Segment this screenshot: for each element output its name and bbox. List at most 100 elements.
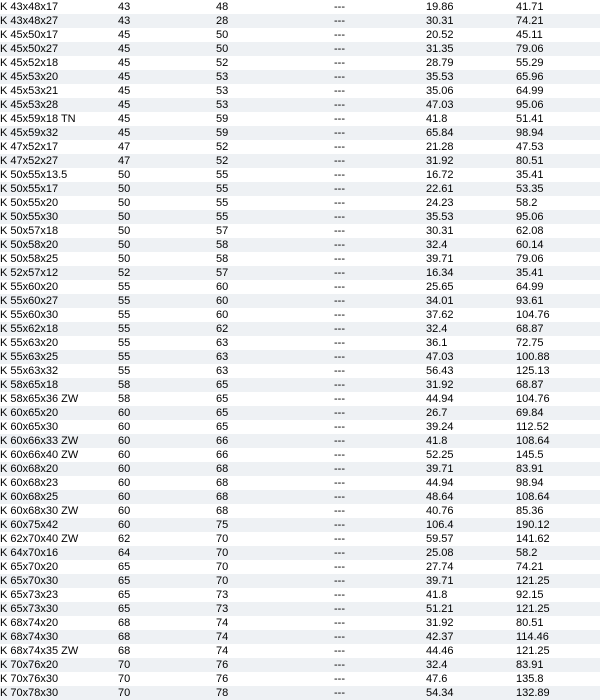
table-cell: 68.87 — [516, 322, 600, 336]
table-cell: 73 — [216, 602, 334, 616]
table-cell: 76 — [216, 672, 334, 686]
table-cell: K 68x74x20 — [0, 616, 118, 630]
table-cell: --- — [334, 392, 426, 406]
table-cell: K 60x68x23 — [0, 476, 118, 490]
table-cell: 80.51 — [516, 154, 600, 168]
table-cell: 108.64 — [516, 490, 600, 504]
table-cell: --- — [334, 574, 426, 588]
table-cell: 35.06 — [426, 84, 516, 98]
table-cell: 55 — [118, 280, 216, 294]
table-cell: 55 — [216, 196, 334, 210]
table-cell: 60.14 — [516, 238, 600, 252]
table-cell: K 55x63x32 — [0, 364, 118, 378]
table-cell: K 45x50x27 — [0, 42, 118, 56]
table-cell: K 68x74x30 — [0, 630, 118, 644]
table-cell: --- — [334, 322, 426, 336]
table-cell: 22.61 — [426, 182, 516, 196]
table-cell: K 60x68x30 ZW — [0, 504, 118, 518]
table-row: K 50x55x205055---24.2358.2 — [0, 196, 600, 210]
table-cell: K 70x76x20 — [0, 658, 118, 672]
table-row: K 65x70x206570---27.7474.21 — [0, 560, 600, 574]
table-row: K 55x60x205560---25.6564.99 — [0, 280, 600, 294]
table-cell: 63 — [216, 336, 334, 350]
table-row: K 58x65x185865---31.9268.87 — [0, 378, 600, 392]
table-cell: 66 — [216, 448, 334, 462]
table-cell: 79.06 — [516, 42, 600, 56]
table-row: K 55x63x325563---56.43125.13 — [0, 364, 600, 378]
table-cell: --- — [334, 14, 426, 28]
table-cell: 36.1 — [426, 336, 516, 350]
table-cell: K 60x66x40 ZW — [0, 448, 118, 462]
table-cell: --- — [334, 616, 426, 630]
table-cell: 112.52 — [516, 420, 600, 434]
table-cell: 63 — [216, 350, 334, 364]
table-cell: 62 — [118, 532, 216, 546]
table-cell: 68.87 — [516, 378, 600, 392]
table-cell: 37.62 — [426, 308, 516, 322]
table-cell: 27.74 — [426, 560, 516, 574]
table-cell: K 45x52x18 — [0, 56, 118, 70]
table-cell: 50 — [118, 224, 216, 238]
table-row: K 50x55x305055---35.5395.06 — [0, 210, 600, 224]
table-cell: 43 — [118, 0, 216, 14]
table-cell: K 70x78x30 — [0, 686, 118, 700]
table-cell: --- — [334, 420, 426, 434]
table-cell: 54.34 — [426, 686, 516, 700]
table-cell: 43 — [118, 14, 216, 28]
table-cell: 60 — [118, 490, 216, 504]
table-cell: 52.25 — [426, 448, 516, 462]
table-cell: --- — [334, 350, 426, 364]
table-row: K 43x48x274328---30.3174.21 — [0, 14, 600, 28]
table-cell: K 50x55x20 — [0, 196, 118, 210]
table-row: K 58x65x36 ZW5865---44.94104.76 — [0, 392, 600, 406]
table-cell: K 70x76x30 — [0, 672, 118, 686]
table-cell: 70 — [216, 574, 334, 588]
table-row: K 68x74x35 ZW6874---44.46121.25 — [0, 644, 600, 658]
table-cell: 55 — [118, 350, 216, 364]
table-cell: --- — [334, 210, 426, 224]
table-cell: 39.71 — [426, 252, 516, 266]
table-cell: K 55x60x27 — [0, 294, 118, 308]
table-cell: 45 — [118, 56, 216, 70]
table-row: K 55x60x275560---34.0193.61 — [0, 294, 600, 308]
table-cell: K 55x60x30 — [0, 308, 118, 322]
table-cell: 100.88 — [516, 350, 600, 364]
table-row: K 70x76x207076---32.483.91 — [0, 658, 600, 672]
table-cell: 83.91 — [516, 658, 600, 672]
table-cell: 104.76 — [516, 392, 600, 406]
table-cell: 58.2 — [516, 196, 600, 210]
table-cell: 95.06 — [516, 98, 600, 112]
table-cell: --- — [334, 644, 426, 658]
table-cell: 44.94 — [426, 476, 516, 490]
table-row: K 52x57x125257---16.3435.41 — [0, 266, 600, 280]
table-cell: 57 — [216, 266, 334, 280]
table-cell: 65.96 — [516, 70, 600, 84]
table-cell: --- — [334, 672, 426, 686]
table-cell: 60 — [118, 448, 216, 462]
table-cell: 39.24 — [426, 420, 516, 434]
table-cell: --- — [334, 140, 426, 154]
table-cell: --- — [334, 462, 426, 476]
table-cell: K 65x70x20 — [0, 560, 118, 574]
table-cell: --- — [334, 336, 426, 350]
table-cell: 65 — [118, 560, 216, 574]
table-cell: 55.29 — [516, 56, 600, 70]
table-cell: K 50x55x13.5 — [0, 168, 118, 182]
table-cell: 60 — [118, 518, 216, 532]
table-cell: 60 — [118, 462, 216, 476]
table-row: K 45x53x284553---47.0395.06 — [0, 98, 600, 112]
table-cell: 68 — [216, 504, 334, 518]
table-cell: 83.91 — [516, 462, 600, 476]
table-cell: K 47x52x17 — [0, 140, 118, 154]
table-cell: 52 — [118, 266, 216, 280]
table-cell: 68 — [216, 476, 334, 490]
table-cell: 64.99 — [516, 280, 600, 294]
table-cell: 70 — [216, 560, 334, 574]
table-cell: 135.8 — [516, 672, 600, 686]
table-cell: K 58x65x36 ZW — [0, 392, 118, 406]
table-row: K 55x62x185562---32.468.87 — [0, 322, 600, 336]
table-cell: 55 — [118, 294, 216, 308]
table-cell: --- — [334, 560, 426, 574]
table-cell: 55 — [216, 168, 334, 182]
table-cell: 45 — [118, 112, 216, 126]
